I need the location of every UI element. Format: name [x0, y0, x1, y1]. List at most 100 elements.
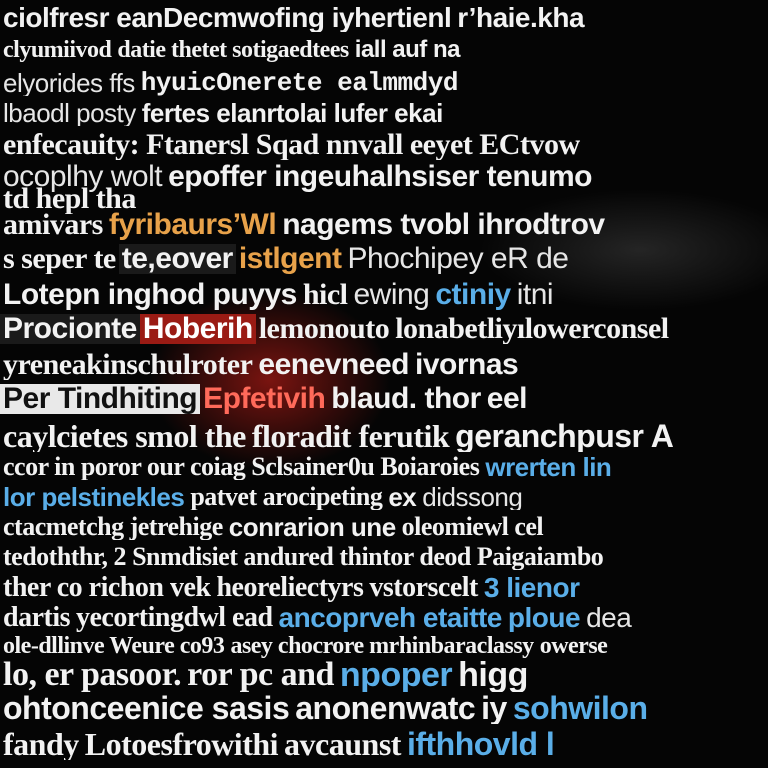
- text-row: s seper te te,eover istlgent Phochipey eR d…: [0, 244, 768, 274]
- text-row: ciolfresr eanDecmwofing iyhertienl r’haie…: [0, 4, 768, 32]
- text-fragment: thintor deod: [339, 544, 471, 570]
- text-row: td hepl tha: [0, 184, 768, 214]
- text-fragment: 3 lienor: [483, 574, 580, 602]
- text-row: ohtonceenice sasis anonenwatc iy sohwilon: [0, 692, 768, 724]
- text-fragment: itni: [516, 280, 554, 310]
- text-fragment: iall auf na: [354, 38, 461, 62]
- text-fragment: patvet: [190, 484, 257, 510]
- text-fragment: ccor in poror our coiag: [3, 454, 246, 480]
- text-fragment: enfecauity: Ftanersl Sqad nnvall eeyet E…: [3, 130, 580, 160]
- text-fragment: Hoberih: [139, 314, 256, 344]
- text-fragment: yecortingdwl ead: [76, 604, 273, 632]
- text-fragment: lor pelstinekles: [3, 484, 185, 510]
- text-row: ctacmetchg jetrehige conrarion une oleomie…: [0, 514, 768, 540]
- text-fragment: nagems tvobl ihrodtrov: [282, 210, 605, 240]
- text-fragment: fandy: [3, 728, 79, 760]
- text-fragment: eenevneed: [258, 350, 409, 380]
- text-row: elyorides ffs hyuicOnerete ealmmdyd: [0, 70, 768, 96]
- text-fragment: wrerten lin: [485, 454, 612, 480]
- text-fragment: datie thetet sotigaedtees: [117, 38, 349, 62]
- text-row: lo, er pasoor. ror pc and npoper higg: [0, 658, 768, 692]
- text-row: ther co richon vek heoreliectyrs vstorscel…: [0, 574, 768, 602]
- text-fragment: eel: [486, 384, 528, 414]
- text-fragment: lonabetliyılowerconsel: [395, 314, 669, 344]
- text-fragment: Lotepn inghod puyys: [3, 280, 297, 310]
- text-fragment: ther co richon vek: [3, 574, 211, 602]
- text-fragment: Paigaiambo: [476, 544, 604, 570]
- text-fragment: istlgent: [238, 244, 342, 274]
- text-fragment: ivornas: [414, 350, 519, 380]
- text-fragment: hyuicOnerete ealmmdyd: [140, 70, 459, 96]
- text-row: ccor in poror our coiag Sclsainer0u Boiaro…: [0, 454, 768, 480]
- text-row: caylcietes smol the floradit ferutik geran…: [0, 420, 768, 452]
- text-fragment: Phochipey eR de: [347, 244, 570, 274]
- text-fragment: lbaodl posty: [3, 100, 136, 126]
- text-row: yreneakinschulroter eenevneed ivornas: [0, 350, 768, 380]
- text-fragment: te,eover: [118, 244, 236, 274]
- text-fragment: Procionte: [0, 314, 140, 344]
- text-fragment: iy: [481, 692, 507, 724]
- text-fragment: ploue: [507, 604, 581, 632]
- text-row: fandy Lotoesfrowithi avcaunst ifthhovld l: [0, 728, 768, 760]
- text-fragment: heoreliectyrs: [216, 574, 364, 602]
- text-fragment: epoffer ingeuhalhsiser tenumo: [168, 162, 592, 192]
- text-fragment: s seper te: [3, 244, 116, 274]
- text-fragment: ocoplhy wolt: [3, 162, 163, 192]
- text-row: tedoththr, 2 Snmdisiet andured thintor deo…: [0, 544, 768, 570]
- text-fragment: td hepl tha: [3, 184, 136, 214]
- text-row: amivars fyribaurs’Wl nagems tvobl ihrodtro…: [0, 210, 768, 240]
- text-fragment: ifthhovld l: [406, 728, 555, 760]
- text-fragment: vstorscelt: [369, 574, 478, 602]
- text-row: ocoplhy wolt epoffer ingeuhalhsiser tenum…: [0, 162, 768, 192]
- text-fragment: lemonouto: [258, 314, 390, 344]
- text-fragment: hicl: [302, 280, 348, 310]
- text-fragment: Epfetivih: [203, 384, 326, 414]
- text-fragment: Boiaroies: [380, 454, 480, 480]
- text-fragment: Snmdisiet andured: [132, 544, 334, 570]
- text-row: dartis yecortingdwl ead ancoprveh etaitte p…: [0, 604, 768, 632]
- text-fragment: arocipeting: [262, 484, 383, 510]
- text-row: clyumiivod datie thetet sotigaedtees iall …: [0, 38, 768, 62]
- text-fragment: sohwilon: [512, 692, 648, 724]
- text-fragment: ctacmetchg jetrehige: [3, 514, 223, 540]
- text-fragment: didssong: [422, 484, 523, 510]
- text-fragment: asey chocrore mrhinbaraclassy: [230, 634, 534, 658]
- text-fragment: Lotoesfrowithi: [84, 728, 279, 760]
- text-fragment: ciolfresr eanDecmwofing iyhertienl: [3, 4, 452, 32]
- text-fragment: geranchpusr A: [455, 420, 674, 452]
- text-fragment: ror pc and: [187, 658, 334, 692]
- text-row: ole-dllinve Weure co93 asey chocrore mrhi…: [0, 634, 768, 658]
- text-fragment: yreneakinschulroter: [3, 350, 253, 380]
- text-row: lor pelstinekles patvet arocipeting ex didss…: [0, 484, 768, 510]
- text-fragment: amivars: [3, 210, 103, 240]
- text-fragment: cel: [514, 514, 544, 540]
- text-fragment: conrarion une: [228, 514, 396, 540]
- text-fragment: ohtonceenice sasis: [3, 692, 290, 724]
- text-fragment: lo, er pasoor.: [3, 658, 182, 692]
- text-row: enfecauity: Ftanersl Sqad nnvall eeyet E…: [0, 130, 768, 160]
- text-fragment: Per Tindhiting: [0, 384, 201, 414]
- text-row: Per Tindhiting Epfetivih blaud. thor eel: [0, 384, 768, 414]
- text-fragment: r’haie.kha: [457, 4, 585, 32]
- text-fragment: clyumiivod: [3, 38, 112, 62]
- text-fragment: fertes elanrtolai lufer ekai: [141, 100, 444, 126]
- text-fragment: floradit ferutik: [251, 420, 450, 452]
- text-fragment: Sclsainer0u: [251, 454, 375, 480]
- text-fragment: ole-dllinve Weure co93: [3, 634, 225, 658]
- text-fragment: anonenwatc: [295, 692, 476, 724]
- text-fragment: oleomiewl: [401, 514, 509, 540]
- text-fragment: ex: [388, 484, 417, 510]
- text-fragment: caylcietes smol the: [3, 420, 246, 452]
- text-fragment: npoper: [339, 658, 453, 692]
- text-fragment: blaud. thor: [331, 384, 481, 414]
- text-fragment: higg: [458, 658, 528, 692]
- text-fragment: avcaunst: [284, 728, 401, 760]
- text-fragment: ctiniy: [435, 280, 511, 310]
- text-fragment: dartis: [3, 604, 71, 632]
- text-fragment: tedoththr, 2: [3, 544, 127, 570]
- text-fragment: dea: [586, 604, 632, 632]
- text-fragment: owerse: [539, 634, 608, 658]
- text-fragment: fyribaurs’Wl: [108, 210, 277, 240]
- text-fragment: elyorides ffs: [3, 70, 135, 96]
